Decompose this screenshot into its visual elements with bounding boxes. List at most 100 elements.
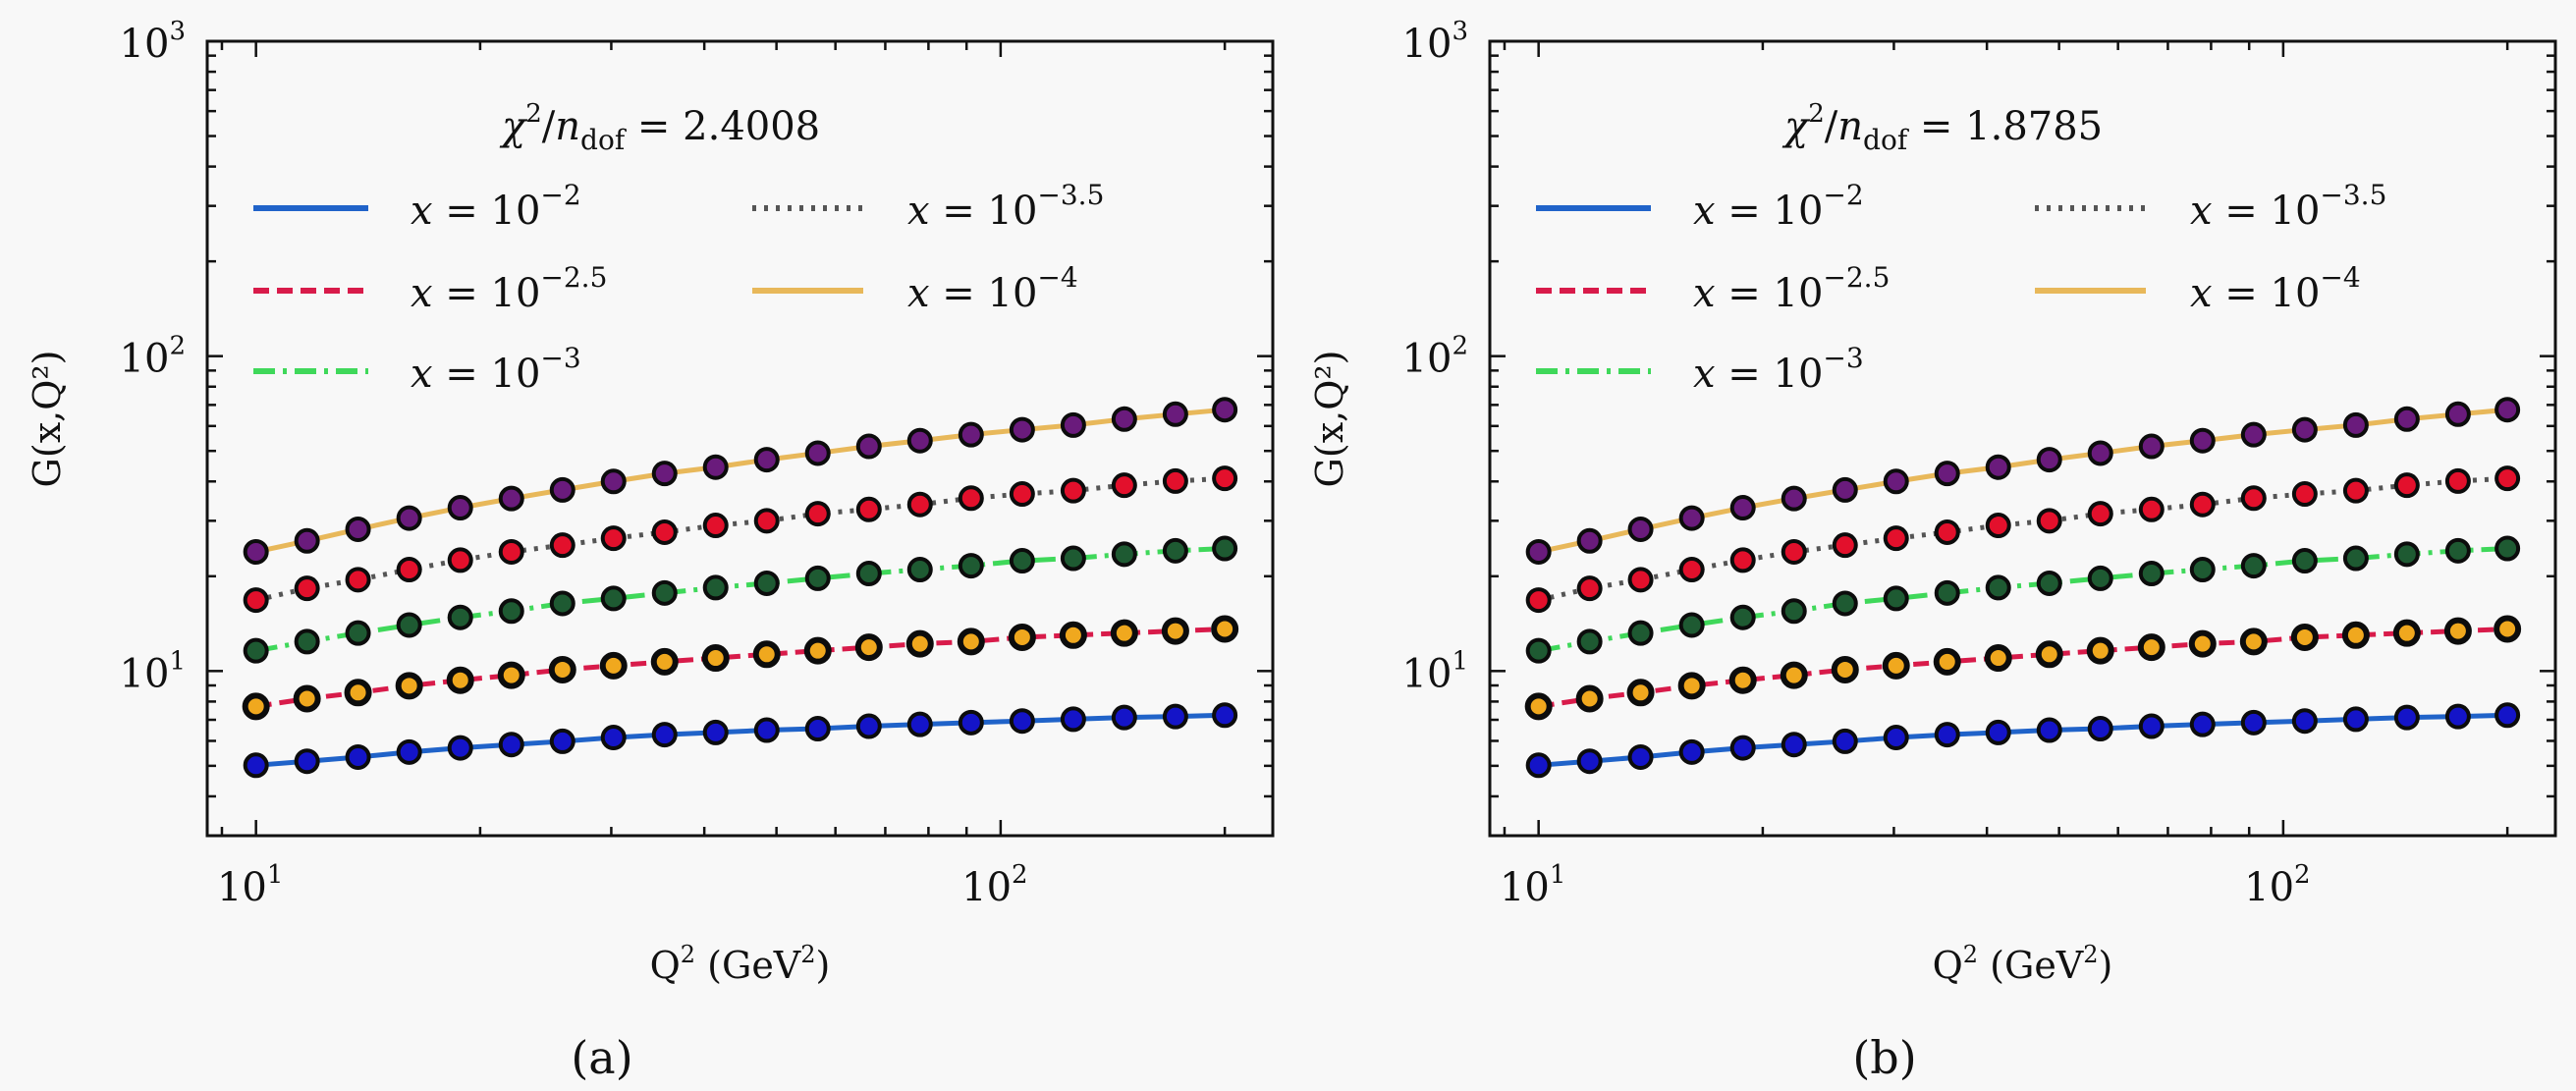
legend-base: = 10	[930, 189, 1038, 234]
data-point	[2444, 401, 2471, 427]
data-point	[1627, 516, 1654, 542]
data-point	[701, 644, 730, 673]
data-point	[1525, 637, 1552, 664]
n-sub: dof	[1863, 124, 1910, 156]
data-point	[2393, 406, 2420, 432]
tick-base: 10	[1402, 337, 1452, 382]
tick-base: 10	[1402, 651, 1452, 696]
data-point	[2137, 633, 2165, 662]
data-point	[957, 627, 985, 656]
legend-var: x	[411, 352, 433, 397]
data-point	[1111, 704, 1137, 731]
data-point	[1781, 732, 1807, 758]
data-point	[753, 570, 780, 596]
y-tick-label: 101	[120, 646, 186, 696]
data-point	[396, 738, 422, 765]
data-point	[906, 427, 933, 454]
data-point	[344, 679, 372, 707]
data-point	[1728, 666, 1757, 694]
data-point	[651, 579, 678, 606]
data-point	[854, 633, 883, 662]
data-point	[2393, 541, 2420, 568]
slash: /	[1825, 104, 1838, 149]
data-point	[2239, 627, 2268, 656]
legend-var: x	[1693, 271, 1716, 316]
data-point	[1627, 620, 1654, 646]
y-tick-label: 101	[1402, 646, 1468, 696]
data-point	[1780, 661, 1808, 689]
legend-item: x = 10−2.5	[1536, 261, 1890, 316]
x-label-unit-sup: 2	[800, 941, 815, 968]
legend-exponent: −4	[2320, 261, 2360, 294]
legend-item: x = 10−4	[752, 261, 1078, 316]
data-point	[548, 655, 576, 683]
tick-base: 10	[2244, 865, 2294, 910]
data-point	[2087, 565, 2113, 591]
data-point	[1678, 612, 1705, 638]
panel-label: (a)	[571, 1031, 632, 1084]
y-tick-label: 103	[120, 17, 186, 67]
data-point	[1576, 628, 1603, 655]
x-label-unit: (GeV	[695, 944, 801, 987]
legend-var: x	[1693, 352, 1716, 397]
data-point	[2494, 397, 2521, 423]
tick-base: 10	[120, 651, 170, 696]
data-point	[2138, 561, 2165, 587]
data-point	[651, 722, 678, 748]
data-point	[753, 508, 780, 534]
data-point	[2087, 716, 2113, 742]
equals: =	[1907, 104, 1965, 149]
data-point	[1060, 706, 1086, 733]
data-point	[294, 628, 320, 655]
legend-base: = 10	[2213, 271, 2321, 316]
data-point	[2087, 440, 2113, 466]
data-point	[345, 567, 371, 593]
tick-exponent: 1	[169, 646, 186, 676]
data-point	[651, 461, 678, 487]
y-tick-label: 102	[120, 332, 186, 382]
x-tick-label: 101	[217, 860, 283, 910]
y-tick-label: 102	[1402, 332, 1468, 382]
data-point	[446, 666, 474, 694]
data-point	[905, 629, 934, 658]
data-point	[2494, 615, 2522, 643]
legend-exponent: −4	[1037, 261, 1077, 294]
data-point	[1111, 541, 1137, 568]
tick-exponent: 1	[1550, 860, 1566, 890]
legend-base: = 10	[1716, 189, 1824, 234]
data-point	[345, 516, 371, 542]
data-point	[1211, 615, 1239, 643]
data-point	[345, 620, 371, 646]
data-point	[2392, 619, 2421, 647]
data-point	[1934, 518, 1960, 545]
data-point	[1678, 557, 1705, 583]
data-point	[855, 496, 882, 522]
x-label-unit-close: )	[816, 944, 831, 987]
data-point	[1009, 416, 1035, 443]
data-point	[1984, 644, 2012, 673]
data-point	[345, 743, 371, 770]
legend-exponent: −2	[540, 179, 580, 211]
data-point	[1781, 598, 1807, 625]
data-point	[1212, 535, 1238, 562]
data-point	[702, 574, 729, 601]
data-point	[2342, 477, 2369, 504]
data-point	[1985, 719, 2011, 745]
data-point	[1576, 527, 1603, 554]
data-point	[497, 661, 525, 689]
legend-item: x = 10−2	[1536, 179, 1864, 234]
legend-exponent: −3	[540, 342, 580, 374]
data-point	[1985, 574, 2011, 601]
legend-label: x = 10−3	[411, 342, 581, 397]
data-point	[2291, 548, 2318, 574]
data-point	[1111, 472, 1137, 499]
x-label-unit-sup: 2	[2083, 941, 2098, 968]
data-point	[804, 565, 831, 591]
data-point	[2342, 411, 2369, 438]
data-point	[1060, 545, 1086, 572]
legend-base: = 10	[433, 271, 541, 316]
data-point	[600, 468, 627, 495]
data-point	[958, 553, 984, 579]
tick-base: 10	[1402, 22, 1452, 67]
tick-base: 10	[1500, 865, 1550, 910]
